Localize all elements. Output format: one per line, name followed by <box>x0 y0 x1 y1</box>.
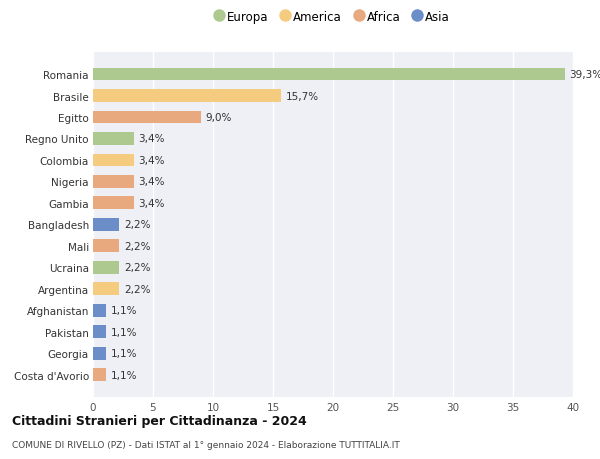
Text: Cittadini Stranieri per Cittadinanza - 2024: Cittadini Stranieri per Cittadinanza - 2… <box>12 414 307 428</box>
Bar <box>93 369 106 381</box>
Bar <box>93 261 119 274</box>
Bar <box>93 240 119 253</box>
Text: 3,4%: 3,4% <box>139 177 165 187</box>
Bar <box>93 111 201 124</box>
Bar <box>93 218 119 231</box>
Text: 3,4%: 3,4% <box>139 198 165 208</box>
Text: 1,1%: 1,1% <box>111 327 137 337</box>
Text: 2,2%: 2,2% <box>124 284 151 294</box>
Bar <box>93 304 106 317</box>
Legend: Europa, America, Africa, Asia: Europa, America, Africa, Asia <box>216 11 450 23</box>
Bar <box>93 154 134 167</box>
Bar <box>93 90 281 103</box>
Bar <box>93 283 119 296</box>
Text: 2,2%: 2,2% <box>124 241 151 252</box>
Bar <box>93 197 134 210</box>
Text: 3,4%: 3,4% <box>139 156 165 166</box>
Bar <box>93 176 134 189</box>
Text: COMUNE DI RIVELLO (PZ) - Dati ISTAT al 1° gennaio 2024 - Elaborazione TUTTITALIA: COMUNE DI RIVELLO (PZ) - Dati ISTAT al 1… <box>12 441 400 449</box>
Text: 1,1%: 1,1% <box>111 370 137 380</box>
Bar <box>93 68 565 81</box>
Text: 9,0%: 9,0% <box>206 113 232 123</box>
Text: 15,7%: 15,7% <box>286 91 319 101</box>
Bar <box>93 325 106 339</box>
Bar <box>93 133 134 146</box>
Text: 2,2%: 2,2% <box>124 263 151 273</box>
Text: 39,3%: 39,3% <box>569 70 600 80</box>
Text: 1,1%: 1,1% <box>111 348 137 358</box>
Text: 1,1%: 1,1% <box>111 306 137 316</box>
Text: 3,4%: 3,4% <box>139 134 165 144</box>
Bar <box>93 347 106 360</box>
Text: 2,2%: 2,2% <box>124 220 151 230</box>
